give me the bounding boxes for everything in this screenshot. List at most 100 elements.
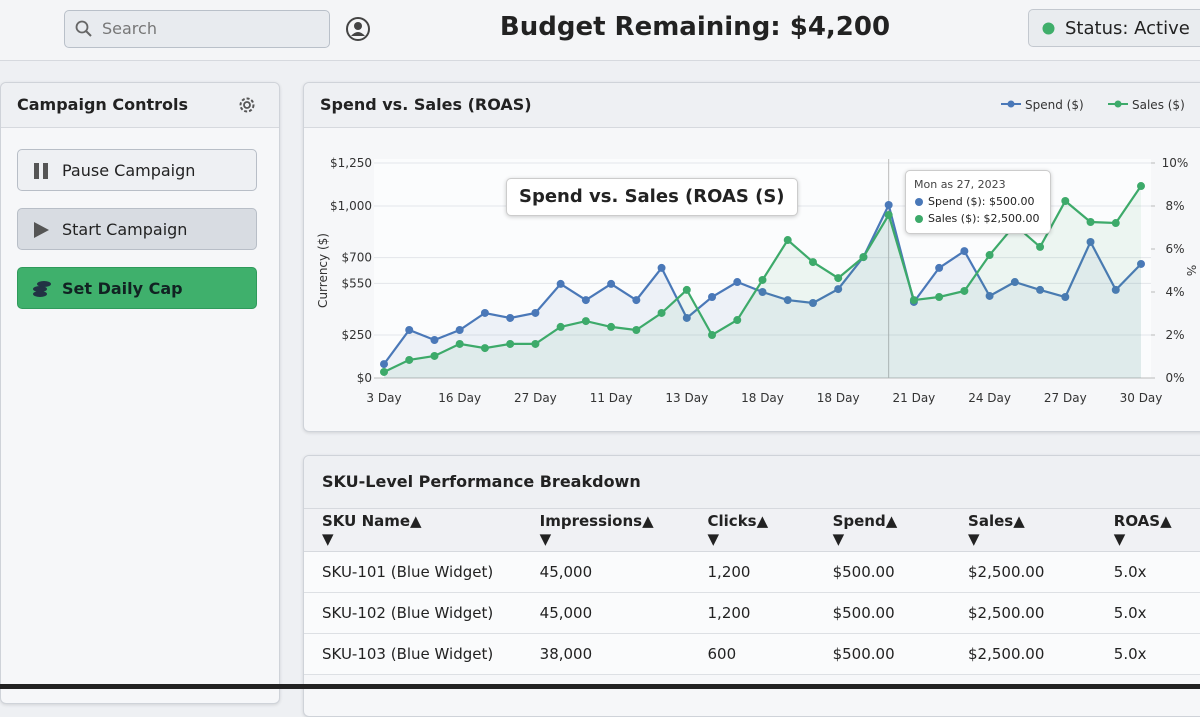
- data-point: [733, 278, 741, 286]
- tooltip-line: Sales ($): $2,500.00: [928, 212, 1040, 225]
- data-point: [506, 340, 514, 348]
- data-point: [607, 280, 615, 288]
- data-point: [784, 236, 792, 244]
- data-point: [885, 211, 893, 219]
- column-header[interactable]: ROAS▲▼: [1096, 509, 1200, 552]
- table-cell: $500.00: [815, 634, 950, 675]
- tooltip-dots: [914, 197, 924, 227]
- search-box[interactable]: Search: [64, 10, 330, 48]
- y-tick-label: $0: [357, 371, 372, 385]
- data-point: [557, 280, 565, 288]
- data-point: [405, 326, 413, 334]
- data-point: [1061, 197, 1069, 205]
- gear-icon[interactable]: [237, 95, 257, 115]
- play-icon: [32, 221, 50, 239]
- data-point: [531, 309, 539, 317]
- button-label: Set Daily Cap: [62, 279, 183, 298]
- legend-dot: [1115, 101, 1122, 108]
- data-point: [809, 258, 817, 266]
- pause-icon: [32, 162, 50, 180]
- user-icon[interactable]: [345, 16, 371, 42]
- table-cell: $2,500.00: [950, 593, 1096, 634]
- table-cell: SKU-102 (Blue Widget): [304, 593, 522, 634]
- x-tick-label: 27 Day: [514, 391, 557, 405]
- y2-tick-label: 2%: [1165, 328, 1184, 342]
- table-cell: SKU-101 (Blue Widget): [304, 552, 522, 593]
- coins-icon: [32, 280, 52, 298]
- data-point: [481, 309, 489, 317]
- data-point: [1036, 243, 1044, 251]
- chart-annotation: Spend vs. Sales (ROAS (S): [506, 178, 798, 216]
- x-tick-label: 16 Day: [438, 391, 481, 405]
- legend-label: Sales ($): [1132, 98, 1185, 112]
- y-tick-label: $550: [341, 276, 372, 290]
- tooltip: Mon as 27, 2023 Spend ($): $500.00 Sales…: [905, 170, 1051, 234]
- column-header[interactable]: SKU Name▲▼: [304, 509, 522, 552]
- data-point: [380, 360, 388, 368]
- budget-title: Budget Remaining: $4,200: [480, 12, 910, 42]
- data-point: [430, 352, 438, 360]
- data-point: [834, 274, 842, 282]
- y-tick-label: $700: [341, 251, 372, 265]
- y2-tick-label: 4%: [1165, 285, 1184, 299]
- column-label: SKU Name: [322, 512, 410, 530]
- column-header[interactable]: Impressions▲▼: [522, 509, 690, 552]
- header-row: SKU Name▲▼Impressions▲▼Clicks▲▼Spend▲▼Sa…: [304, 509, 1200, 552]
- legend-label: Spend ($): [1025, 98, 1084, 112]
- chart: $0$250$550$700$1,000$1,2500%2%4%6%8%10%C…: [303, 82, 1200, 430]
- data-point: [557, 323, 565, 331]
- pause-button[interactable]: Pause Campaign: [17, 149, 257, 191]
- data-point: [986, 251, 994, 259]
- column-label: Clicks: [708, 512, 757, 530]
- data-point: [759, 276, 767, 284]
- y2-tick-label: 0%: [1165, 371, 1184, 385]
- x-tick-label: 18 Day: [741, 391, 784, 405]
- table-cell: $2,500.00: [950, 634, 1096, 675]
- table-cell: 38,000: [522, 634, 690, 675]
- y2-axis-label: %: [1184, 265, 1198, 276]
- table-cell: $500.00: [815, 552, 950, 593]
- y-tick-label: $1,000: [330, 199, 372, 213]
- column-label: ROAS: [1114, 512, 1160, 530]
- table-cell: 45,000: [522, 593, 690, 634]
- start-button[interactable]: Start Campaign: [17, 208, 257, 250]
- y2-tick-label: 8%: [1165, 199, 1184, 213]
- column-header[interactable]: Sales▲▼: [950, 509, 1096, 552]
- status-dot: [1042, 22, 1055, 35]
- data-point: [405, 356, 413, 364]
- table-cell: 5.0x: [1096, 552, 1200, 593]
- table-cell: 5.0x: [1096, 634, 1200, 675]
- status-badge: Status: Active: [1028, 9, 1200, 47]
- table-cell: SKU-103 (Blue Widget): [304, 634, 522, 675]
- table-cell: 5.0x: [1096, 593, 1200, 634]
- data-point: [733, 316, 741, 324]
- column-header[interactable]: Spend▲▼: [815, 509, 950, 552]
- data-point: [506, 314, 514, 322]
- y-tick-label: $250: [341, 328, 372, 342]
- x-tick-label: 18 Day: [817, 391, 860, 405]
- data-point: [708, 293, 716, 301]
- data-point: [531, 340, 539, 348]
- data-point: [960, 247, 968, 255]
- table-panel: SKU-Level Performance Breakdown SKU Name…: [303, 455, 1200, 717]
- column-label: Impressions: [540, 512, 642, 530]
- daily-cap-button[interactable]: Set Daily Cap: [17, 267, 257, 309]
- table-row: SKU-103 (Blue Widget)38,000600$500.00$2,…: [304, 634, 1200, 675]
- data-point: [1137, 182, 1145, 190]
- button-label: Start Campaign: [62, 220, 187, 239]
- table-cell: $2,500.00: [950, 552, 1096, 593]
- x-tick-label: 3 Day: [366, 391, 401, 405]
- y-tick-label: $1,250: [330, 156, 372, 170]
- legend-dot: [1008, 101, 1015, 108]
- x-tick-label: 13 Day: [665, 391, 708, 405]
- tooltip-date: Mon as 27, 2023: [914, 178, 1006, 191]
- search-icon: [75, 20, 93, 38]
- bottom-edge: [0, 684, 1200, 689]
- table-cell: 1,200: [690, 593, 815, 634]
- data-point: [658, 264, 666, 272]
- column-label: Sales: [968, 512, 1013, 530]
- data-point: [935, 293, 943, 301]
- column-header[interactable]: Clicks▲▼: [690, 509, 815, 552]
- x-tick-label: 27 Day: [1044, 391, 1087, 405]
- data-point: [683, 286, 691, 294]
